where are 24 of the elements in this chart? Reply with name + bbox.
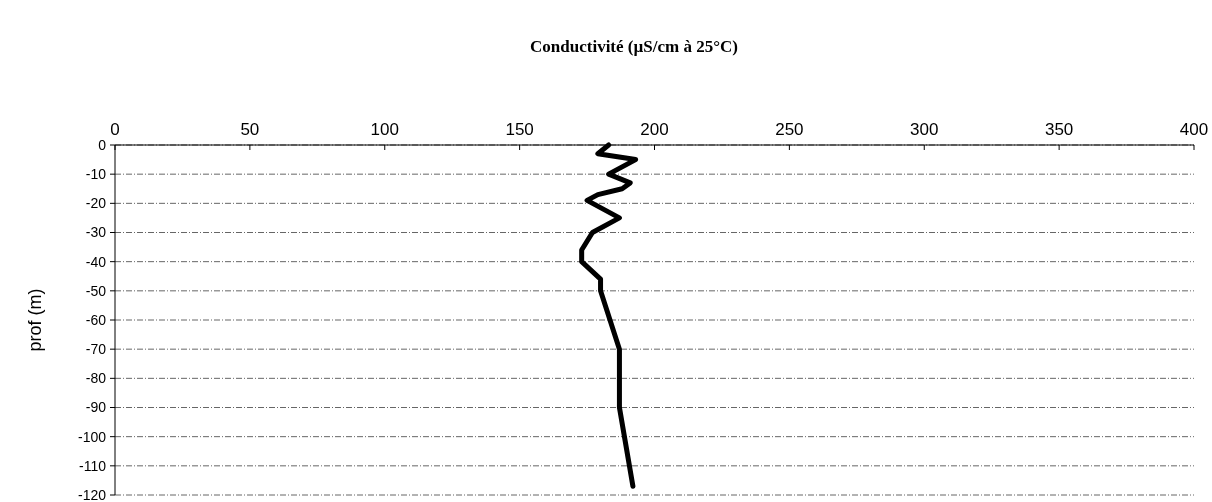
x-tick-label: 250 — [775, 120, 804, 139]
x-tick-label: 200 — [640, 120, 669, 139]
y-tick-label: -120 — [77, 486, 107, 502]
x-tick-label: 400 — [1179, 120, 1209, 139]
x-tick-label: 150 — [505, 120, 534, 139]
x-tick-label: 300 — [910, 120, 939, 139]
y-tick-label: -110 — [79, 457, 107, 474]
y-tick-label: -60 — [85, 311, 107, 328]
y-tick-label: -30 — [85, 224, 107, 241]
y-tick-label: -40 — [85, 253, 107, 270]
x-tick-label: 350 — [1044, 120, 1074, 139]
y-tick-label: -80 — [85, 370, 107, 387]
x-tick-label: 0 — [110, 120, 120, 139]
y-tick-label: -50 — [85, 282, 107, 299]
y-tick-label: -90 — [85, 399, 107, 416]
x-tick-label: 50 — [240, 120, 260, 139]
chart-title: Conductivité (µS/cm à 25°C) — [530, 37, 738, 56]
y-tick-label: 0 — [98, 136, 107, 153]
y-tick-label: -70 — [85, 341, 107, 358]
y-tick-label: -20 — [85, 195, 107, 212]
y-tick-label: -100 — [77, 428, 107, 445]
y-tick-label: -10 — [85, 166, 107, 183]
x-tick-label: 100 — [370, 120, 399, 139]
y-axis-title: prof (m) — [25, 288, 45, 352]
